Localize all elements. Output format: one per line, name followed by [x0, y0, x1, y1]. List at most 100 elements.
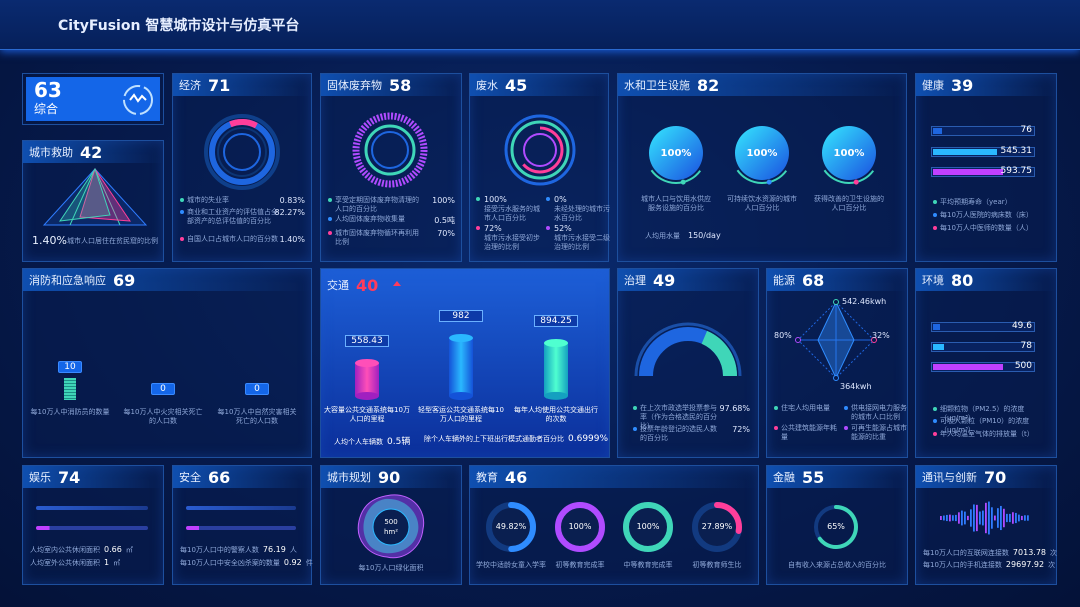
panel-score: 49 [653, 270, 676, 290]
shape [822, 126, 876, 180]
panel-header: 金融 55 [767, 466, 907, 488]
graphic [393, 281, 401, 286]
panel-score: 70 [984, 467, 1007, 487]
bullet [774, 406, 778, 410]
shape [352, 112, 428, 188]
ring-caption: 中等教育完成率 [623, 561, 673, 569]
graphic [814, 505, 858, 549]
shape [795, 337, 801, 343]
panel-score: 55 [802, 467, 825, 487]
item-value: 0.66 [104, 545, 122, 554]
graphic [623, 502, 673, 552]
graphic [634, 322, 742, 377]
ring-arc [555, 502, 605, 552]
shape [943, 515, 945, 521]
shape [371, 131, 409, 169]
panel-header: 安全 66 [173, 466, 311, 488]
per-capita: 人均用水量 150/day [645, 231, 805, 241]
ring-value: 100% [746, 148, 778, 159]
ring-caption: 获得改善的卫生设施的人口百分比 [814, 195, 884, 212]
ring-arc [817, 505, 858, 549]
graphic [940, 501, 1029, 535]
shape [994, 515, 996, 521]
per-capita-label: 人均用水量 [645, 232, 680, 240]
shape [355, 391, 379, 400]
bullet [180, 237, 184, 241]
panel-title: 安全 [179, 471, 201, 484]
shape [798, 302, 874, 378]
panel-title: 城市规划 [327, 471, 371, 484]
item-label: 城市固体废弃物循环再利用比例 [335, 229, 419, 246]
panel-score: 40 [356, 275, 379, 295]
item-label: 未经处理的城市污水百分比 [554, 205, 610, 222]
bar [933, 324, 940, 330]
shape [650, 169, 702, 184]
graphic [357, 494, 425, 559]
panel-title: 废水 [476, 79, 498, 92]
item-unit: 件 [305, 559, 313, 567]
shape [766, 179, 772, 185]
shape [1027, 515, 1029, 521]
item-unit: ㎡ [125, 546, 133, 554]
graphic [355, 359, 379, 400]
ring-caption: 可持续饮水资源的城市人口百分比 [727, 195, 797, 212]
bar-caption: 每10万人中消防员的数量 [30, 408, 110, 416]
panel-score: 39 [951, 75, 974, 95]
item-unit: 次 [1048, 561, 1056, 569]
shape [544, 391, 568, 400]
bullet [633, 406, 637, 410]
shape [949, 514, 951, 522]
bullet [844, 406, 848, 410]
bullet [328, 198, 332, 202]
bullet [774, 426, 778, 430]
shape [701, 330, 737, 377]
shape [449, 392, 473, 400]
column [449, 338, 473, 396]
shape [1009, 513, 1011, 523]
item-row: 每10万人口中安全凶杀案的数量 0.92 件 [180, 558, 313, 568]
bar-track [931, 126, 1035, 136]
item-unit: 人 [289, 546, 297, 554]
graphic [204, 114, 280, 190]
shape [982, 510, 984, 526]
item-value: 100% [484, 195, 507, 204]
shape [229, 119, 258, 129]
bullet [933, 226, 937, 230]
panel-header: 水和卫生设施 82 [618, 74, 906, 96]
item-unit: 次 [1050, 549, 1058, 557]
bullet [180, 210, 184, 214]
bar [933, 344, 944, 350]
panel-header: 消防和应急响应 69 [23, 269, 311, 291]
ring-value: 27.89% [701, 522, 733, 531]
shape [991, 507, 993, 529]
shape [985, 502, 987, 534]
bullet [328, 217, 332, 221]
item-value: 1.40% [279, 235, 305, 244]
shape [964, 511, 966, 525]
bar-tag: 10 [58, 361, 82, 373]
panel-header: 环境 80 [916, 269, 1056, 291]
column-tag: 894.25 [534, 315, 578, 328]
ring-value: 100% [660, 148, 692, 159]
panel-title: 消防和应急响应 [29, 274, 106, 287]
bullet [933, 213, 937, 217]
graphic [795, 299, 877, 381]
shape [393, 281, 401, 286]
panel-title: 金融 [773, 471, 795, 484]
shape [372, 508, 410, 546]
graphic [555, 502, 605, 552]
bar [933, 169, 1003, 175]
progress-track [186, 526, 296, 530]
item-row: 人均室外公共休闲面积 1 ㎡ [30, 558, 160, 568]
panel-title: 健康 [922, 79, 944, 92]
shape [129, 93, 147, 103]
panel-title: 娱乐 [29, 471, 51, 484]
radar-label: 542.46kwh [842, 297, 887, 306]
panel-score: 80 [951, 270, 974, 290]
bullet [476, 197, 480, 201]
shape [522, 126, 564, 174]
shape [833, 299, 839, 305]
graphic [822, 126, 876, 185]
ring-value: 65% [827, 522, 845, 531]
